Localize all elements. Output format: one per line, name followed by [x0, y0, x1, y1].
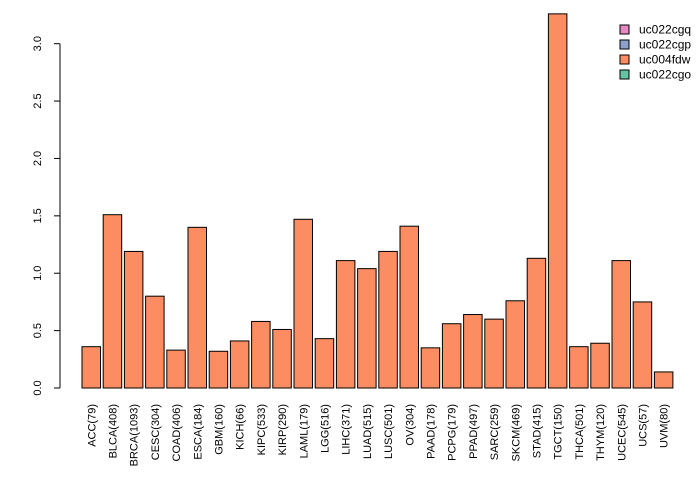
bar-thym: [590, 342, 610, 389]
x-category-label: PAAD(178): [425, 404, 437, 459]
bar-esca: [187, 226, 207, 389]
x-category-label: KIPC(533): [256, 404, 268, 455]
bar-lgg: [314, 338, 335, 389]
x-axis-labels: ACC(79) BLCA(408) BRCA(1093) CESC(304) COAD(…: [86, 404, 670, 466]
bar-ucs: [632, 301, 653, 389]
legend-label: uc004fdw: [639, 53, 691, 67]
bar-coad: [166, 349, 186, 389]
x-category-label: UCS(57): [637, 404, 649, 447]
bar-brca: [123, 250, 144, 389]
x-category-label: BLCA(408): [107, 404, 119, 458]
bar-thca: [569, 346, 589, 389]
bar-blca: [102, 214, 123, 389]
bar-acc: [81, 346, 101, 389]
x-category-label: CESC(304): [150, 404, 162, 460]
bar-lusc: [378, 250, 398, 389]
x-category-label: ESCA(184): [192, 404, 204, 460]
legend-swatch: [619, 39, 630, 50]
bar-gbm: [208, 350, 229, 389]
bar-kich: [229, 340, 250, 389]
x-category-label: THYM(120): [595, 404, 607, 461]
x-category-label: PCPG(179): [447, 404, 459, 461]
x-category-label: STAD(415): [531, 404, 543, 458]
legend-label: uc022cgo: [639, 68, 691, 82]
y-tick-label: 2.0: [32, 151, 44, 166]
x-category-label: UCEC(545): [616, 404, 628, 461]
x-category-label: LUAD(515): [362, 404, 374, 459]
x-category-label: SKCM(469): [510, 404, 522, 461]
x-category-label: UVM(80): [659, 404, 671, 448]
bar-stad: [526, 257, 547, 389]
y-tick-label: 0.5: [32, 323, 44, 338]
bar-tgct: [547, 13, 568, 389]
y-tick-label: 2.5: [32, 93, 44, 108]
y-tick-label: 0.0: [32, 380, 44, 395]
bar-laml: [293, 218, 313, 389]
bar-uvm: [653, 371, 674, 389]
bar-ov: [399, 225, 419, 389]
y-tick-label: 1.0: [32, 266, 44, 281]
bar-lihc: [335, 260, 356, 389]
x-category-label: LIHC(371): [341, 404, 353, 455]
bar-luad: [357, 268, 377, 389]
legend-label: uc022cgq: [639, 23, 691, 37]
x-category-label: GBM(160): [213, 404, 225, 455]
x-category-label: LAML(179): [298, 404, 310, 458]
bar-cesc: [145, 295, 165, 389]
bar-pcpg: [441, 323, 462, 389]
legend-label: uc022cgp: [639, 38, 691, 52]
x-category-label: OV(304): [404, 404, 416, 446]
x-category-label: BRCA(1093): [129, 404, 141, 466]
bar-ppad: [463, 314, 483, 389]
x-category-label: KICH(66): [235, 404, 247, 450]
y-axis: 0.0 0.5 1.0 1.5 2.0 2.5 3.0: [32, 36, 61, 396]
bar-skcm: [505, 300, 525, 389]
bars: [81, 13, 674, 389]
bar-paad: [420, 347, 441, 389]
x-category-label: ACC(79): [86, 404, 98, 447]
x-category-label: COAD(406): [171, 404, 183, 461]
bar-kipc: [251, 320, 271, 389]
y-tick-label: 1.5: [32, 208, 44, 223]
bar-kirp: [272, 328, 292, 389]
legend-swatch: [619, 24, 630, 35]
x-category-label: SARC(259): [489, 404, 501, 460]
legend-swatch: [619, 54, 630, 65]
x-category-label: THCA(501): [574, 404, 586, 460]
x-category-label: TGCT(150): [553, 404, 565, 460]
x-category-label: PPAD(497): [468, 404, 480, 459]
x-category-label: LGG(516): [319, 404, 331, 453]
y-tick-label: 3.0: [32, 36, 44, 51]
x-category-label: LUSC(501): [383, 404, 395, 459]
x-category-label: KIRP(290): [277, 404, 289, 455]
legend-swatch: [619, 69, 630, 80]
bar-ucec: [611, 260, 631, 389]
bar-sarc: [484, 318, 504, 389]
